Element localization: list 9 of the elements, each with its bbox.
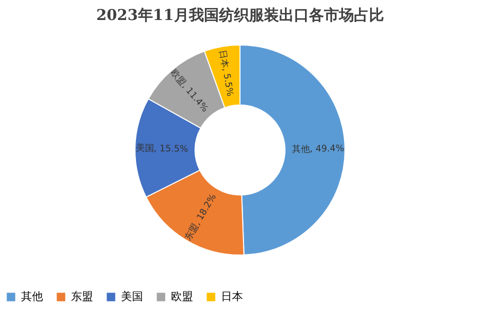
legend-label: 美国 — [121, 290, 143, 303]
legend-label: 欧盟 — [171, 290, 193, 303]
data-label: 其他, 49.4% — [292, 143, 345, 156]
legend-label: 其他 — [21, 290, 43, 303]
legend-label: 东盟 — [71, 290, 93, 303]
chart-title: 2023年11月我国纺织服装出口各市场占比 — [96, 6, 384, 24]
data-label: 日本, 5.5% — [216, 49, 236, 98]
data-label: 美国, 15.5% — [136, 142, 189, 155]
legend-label: 日本 — [221, 290, 243, 303]
